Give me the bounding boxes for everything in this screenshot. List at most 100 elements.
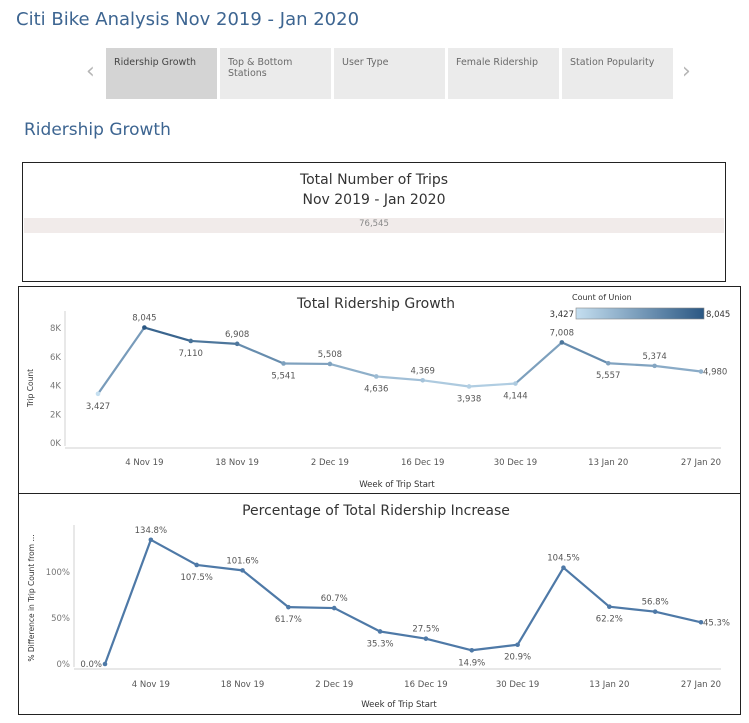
series-line-segment <box>103 538 152 666</box>
data-label: 101.6% <box>226 556 258 566</box>
series-line-segment <box>421 379 471 388</box>
data-point <box>188 338 194 344</box>
data-point <box>605 360 611 366</box>
series-line-segment <box>470 643 519 652</box>
kpi-value-band: 76,545 <box>24 218 724 233</box>
data-point <box>607 604 612 609</box>
series-line-segment <box>516 566 565 646</box>
ridership-increase-chart: Percentage of Total Ridership Increase 0%… <box>18 493 741 715</box>
data-label: 3,427 <box>86 402 110 412</box>
tab-top-bottom-stations[interactable]: Top & Bottom Stations <box>220 48 331 99</box>
series-line-segment <box>241 569 290 609</box>
y-axis-title: Trip Count <box>26 369 35 408</box>
data-label: 60.7% <box>321 594 348 604</box>
x-tick-label: 18 Nov 19 <box>221 680 265 690</box>
series-line-segment <box>96 326 146 395</box>
series-line-segment <box>514 341 563 385</box>
data-point <box>559 340 565 345</box>
x-tick-label: 13 Jan 20 <box>588 458 628 468</box>
data-label: 7,008 <box>550 328 574 338</box>
x-tick-label: 13 Jan 20 <box>589 680 629 690</box>
data-label: 56.8% <box>642 598 669 608</box>
tab-female-ridership[interactable]: Female Ridership <box>448 48 559 99</box>
data-point <box>469 647 475 653</box>
x-tick-label: 27 Jan 20 <box>681 680 721 690</box>
data-label: 6,908 <box>225 330 249 340</box>
data-label: 7,110 <box>179 349 203 359</box>
data-label: 0.0% <box>80 660 102 670</box>
y-tick-label: 8K <box>50 324 61 334</box>
data-point <box>286 604 291 610</box>
data-label: 4,980 <box>703 368 727 378</box>
data-point <box>148 537 154 543</box>
tab-user-type[interactable]: User Type <box>334 48 445 99</box>
y-tick-label: 2K <box>50 410 61 420</box>
section-title: Ridership Growth <box>24 120 171 140</box>
pct-chart-svg: Percentage of Total Ridership Increase 0%… <box>27 503 730 710</box>
data-label: 5,374 <box>642 352 666 362</box>
x-tick-label: 4 Nov 19 <box>125 458 163 468</box>
data-point <box>194 562 199 568</box>
x-tick-label: 27 Jan 20 <box>681 458 721 468</box>
series-line-segment <box>378 630 428 640</box>
x-tick-label: 18 Nov 19 <box>215 458 259 468</box>
chart-title: Total Ridership Growth <box>296 296 455 312</box>
data-label: 107.5% <box>180 573 212 583</box>
data-label: 61.7% <box>275 615 302 625</box>
chevron-right-icon[interactable]: › <box>682 59 691 84</box>
data-label: 4,144 <box>503 392 527 402</box>
x-tick-label: 2 Dec 19 <box>311 458 349 468</box>
x-tick-label: 16 Dec 19 <box>404 680 447 690</box>
series-line-segment <box>333 606 382 633</box>
data-point <box>240 568 245 573</box>
x-axis-title: Week of Trip Start <box>359 480 435 490</box>
data-point <box>652 609 658 614</box>
x-tick-label: 2 Dec 19 <box>315 680 353 690</box>
data-label: 45.3% <box>703 618 730 628</box>
data-point <box>420 377 425 383</box>
growth-chart-svg: Total Ridership Growth 0K 2K 4K 6K 8K 4 Nov 19… <box>26 293 730 490</box>
data-point <box>652 363 657 369</box>
legend-max-label: 8,045 <box>706 310 730 320</box>
data-label: 27.5% <box>412 625 439 635</box>
kpi-title: Total Number of Trips <box>299 172 449 188</box>
data-label: 104.5% <box>547 554 579 564</box>
data-label: 8,045 <box>132 314 156 324</box>
data-label: 4,369 <box>411 366 435 376</box>
data-label: 134.8% <box>135 526 167 536</box>
x-tick-label: 30 Dec 19 <box>496 680 539 690</box>
y-axis-title: % Difference in Trip Count from ... <box>27 534 36 661</box>
data-point <box>561 565 566 571</box>
data-point <box>142 325 147 330</box>
series-line-segment <box>653 364 703 373</box>
data-label: 62.2% <box>596 615 623 625</box>
total-trips-card: Total Number of Trips Nov 2019 - Jan 202… <box>22 162 726 282</box>
data-point <box>327 361 333 367</box>
data-point <box>515 642 520 648</box>
series-line-segment <box>375 375 424 382</box>
y-tick-label: 0% <box>57 660 71 670</box>
x-axis-title: Week of Trip Start <box>361 700 437 710</box>
y-tick-label: 4K <box>50 382 61 392</box>
series-line-segment <box>149 538 198 567</box>
x-tick-label: 30 Dec 19 <box>494 458 537 468</box>
data-point <box>331 605 337 611</box>
data-label: 35.3% <box>367 639 394 649</box>
data-label: 5,508 <box>318 350 342 360</box>
kpi-subtitle: Nov 2019 - Jan 2020 <box>302 192 446 208</box>
tab-station-popularity[interactable]: Station Popularity <box>562 48 673 99</box>
series-line-segment <box>424 637 473 652</box>
y-tick-label: 50% <box>51 614 70 624</box>
series-line-segment <box>236 342 285 365</box>
series-line-segment <box>654 610 703 624</box>
dashboard-title: Citi Bike Analysis Nov 2019 - Jan 2020 <box>16 9 360 30</box>
data-point <box>698 369 704 374</box>
y-tick-label: 0K <box>50 439 61 449</box>
data-point <box>102 661 108 667</box>
chevron-left-icon[interactable]: ‹ <box>86 59 95 84</box>
series-line-segment <box>608 605 657 613</box>
legend-title: Count of Union <box>572 293 632 302</box>
data-label: 5,541 <box>271 371 295 381</box>
tab-ridership-growth[interactable]: Ridership Growth <box>106 48 217 99</box>
data-label: 5,557 <box>596 371 620 381</box>
